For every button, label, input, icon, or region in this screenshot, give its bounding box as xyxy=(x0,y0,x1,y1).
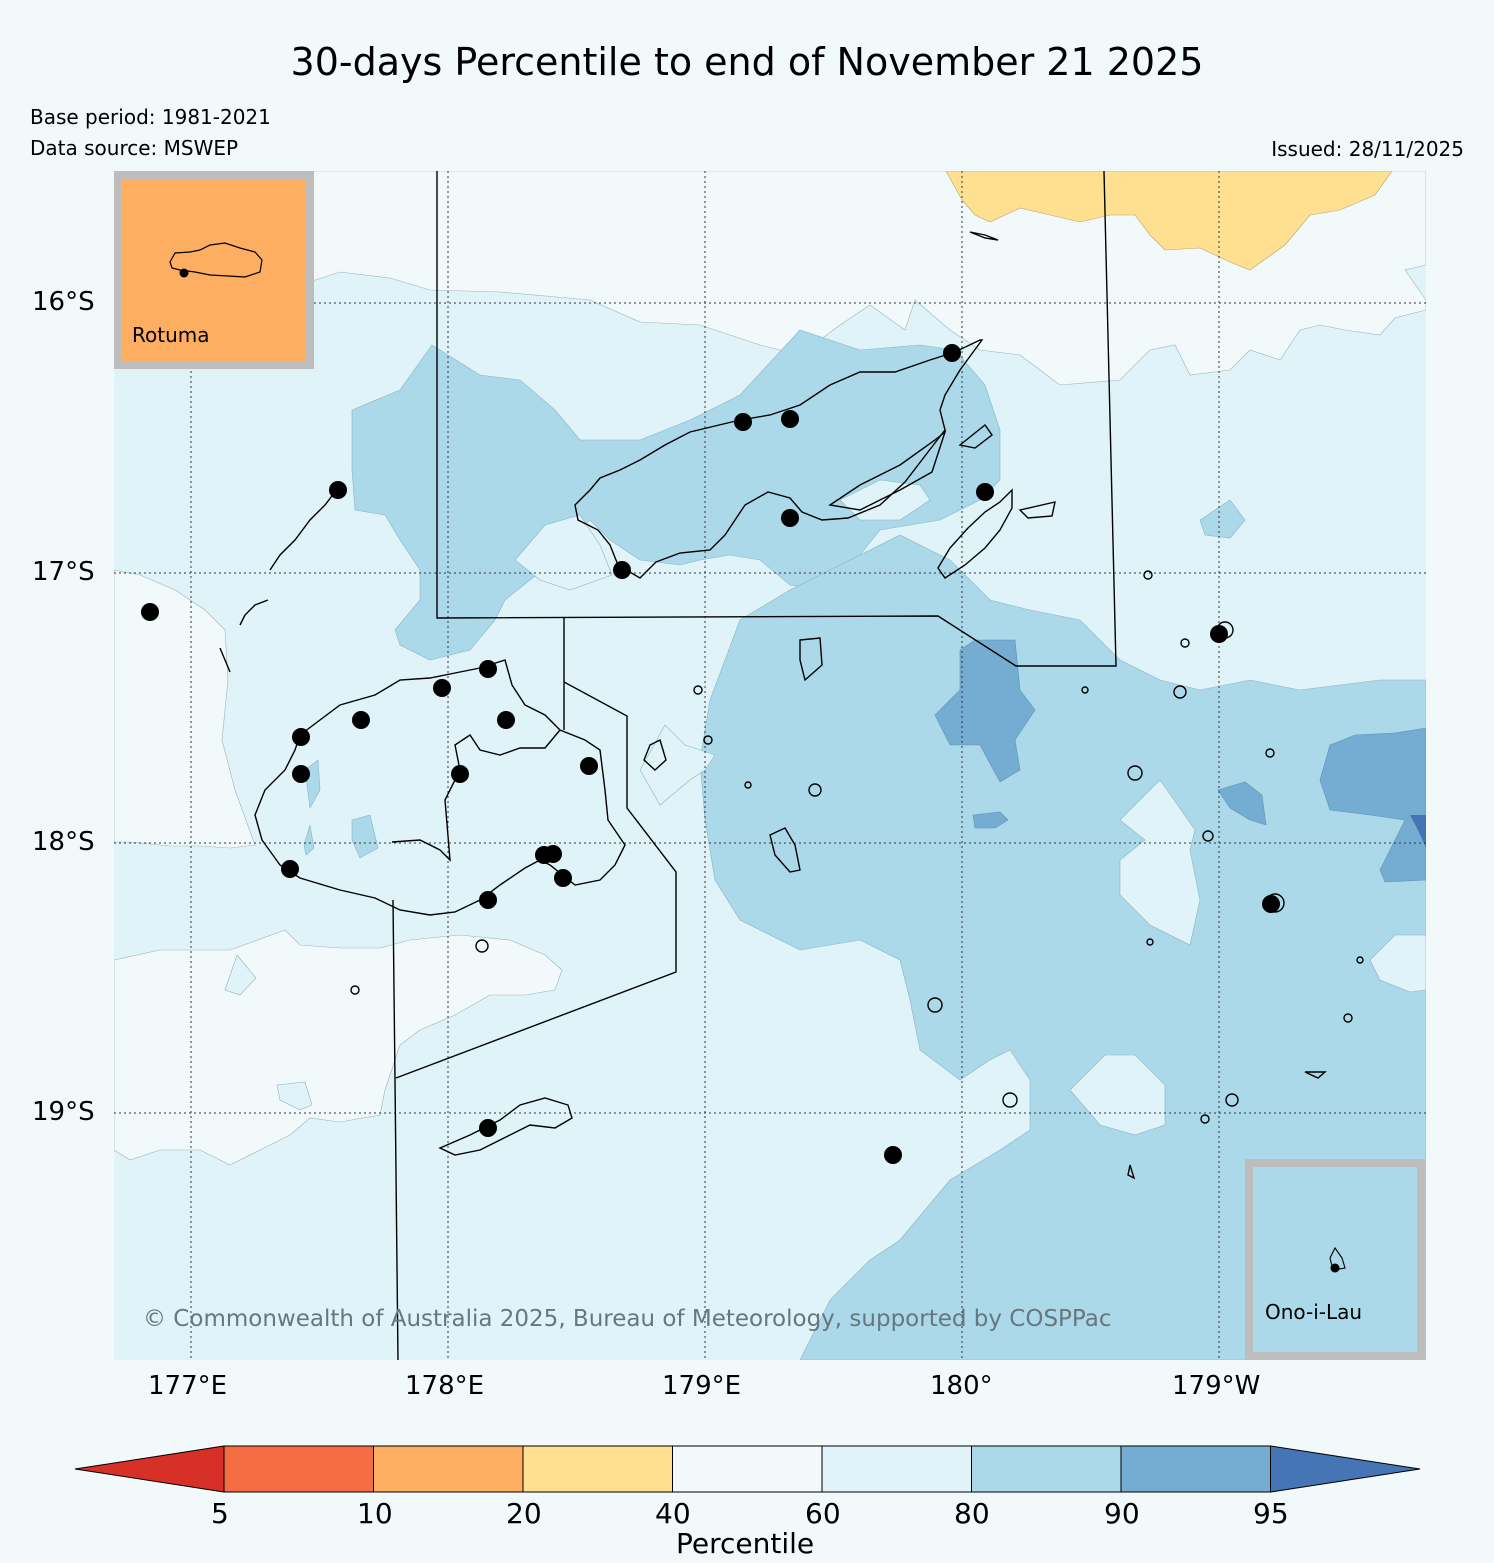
colorbar-title: Percentile xyxy=(676,1527,815,1560)
graticule xyxy=(114,171,1426,1360)
colorbar-bin xyxy=(971,1445,1122,1493)
field-40-60-west xyxy=(114,569,256,849)
colorbar-bin xyxy=(223,1445,374,1493)
colorbar-tick: 90 xyxy=(1104,1497,1140,1530)
colorbar-tick: 95 xyxy=(1253,1497,1289,1530)
colorbar xyxy=(74,1445,1421,1493)
kadavu-coast xyxy=(438,1097,573,1156)
colorbar-tick: 80 xyxy=(954,1497,990,1530)
colorbar-extend-low xyxy=(74,1445,225,1493)
map-title: 30-days Percentile to end of November 21… xyxy=(290,40,1204,84)
colorbar-tick: 5 xyxy=(211,1497,229,1530)
field-90-95-c xyxy=(1217,781,1267,826)
field-80-90-vl1 xyxy=(351,814,379,859)
copyright-notice: © Commonwealth of Australia 2025, Bureau… xyxy=(143,1306,1112,1332)
lat-label-17s: 17°S xyxy=(32,557,95,587)
ono-i-lau-label: Ono-i-Lau xyxy=(1265,1300,1363,1324)
field-80-90-vl3 xyxy=(303,824,315,856)
rotuma-station xyxy=(179,268,189,278)
rotuma-inset-box xyxy=(114,171,314,369)
field-95-up xyxy=(1410,815,1426,848)
field-60-80-c xyxy=(639,724,716,806)
field-60-80-east-3 xyxy=(1369,934,1426,993)
field-90-95-d xyxy=(972,811,1009,829)
colorbar-tick: 60 xyxy=(805,1497,841,1530)
rotuma-label: Rotuma xyxy=(132,323,210,347)
field-40-60-north xyxy=(114,171,1426,386)
station-markers xyxy=(141,344,1280,1164)
field-80-90-east xyxy=(699,534,1426,1360)
base-period: Base period: 1981-2021 xyxy=(30,105,271,129)
ono-i-lau-station xyxy=(1330,1263,1340,1273)
lat-label-18s: 18°S xyxy=(32,827,95,857)
lat-label-19s: 19°S xyxy=(32,1097,95,1127)
field-80-90-small xyxy=(1199,499,1246,539)
field-90-95-a xyxy=(934,639,1036,783)
field-60-80-east-1 xyxy=(1119,779,1201,946)
lon-label-177e: 177°E xyxy=(148,1371,228,1401)
colorbar-extend-high xyxy=(1270,1445,1421,1493)
ono-i-lau-inset-box xyxy=(1245,1159,1425,1360)
taveuni-coast xyxy=(937,488,1013,579)
colorbar-bin xyxy=(373,1445,524,1493)
rotuma-inset xyxy=(114,171,314,369)
lon-label-179w: 179°W xyxy=(1172,1371,1261,1401)
lon-label-178e: 178°E xyxy=(405,1371,485,1401)
colorbar-bin xyxy=(672,1445,823,1493)
issued-date: Issued: 28/11/2025 xyxy=(1271,137,1464,161)
lon-label-180: 180° xyxy=(930,1371,993,1401)
lat-label-16s: 16°S xyxy=(32,287,95,317)
field-60-80-east-2 xyxy=(1069,1054,1166,1136)
map-area xyxy=(114,171,1426,1360)
colorbar-bin xyxy=(522,1445,673,1493)
division-boundaries xyxy=(392,171,1117,1360)
rotuma-island xyxy=(169,242,263,278)
colorbar-tick: 40 xyxy=(655,1497,691,1530)
colorbar-bin xyxy=(1120,1445,1271,1493)
colorbar-tick: 20 xyxy=(506,1497,542,1530)
data-source: Data source: MSWEP xyxy=(30,136,239,160)
colorbar-tick: 10 xyxy=(357,1497,393,1530)
field-60-80-sw xyxy=(276,1081,313,1111)
field-20-40 xyxy=(945,171,1393,271)
lon-label-179e: 179°E xyxy=(662,1371,742,1401)
field-60-80-sw2 xyxy=(224,954,257,996)
colorbar-bin xyxy=(821,1445,972,1493)
ono-i-lau-inset xyxy=(1245,1159,1425,1360)
field-40-60-wedge xyxy=(514,514,613,591)
